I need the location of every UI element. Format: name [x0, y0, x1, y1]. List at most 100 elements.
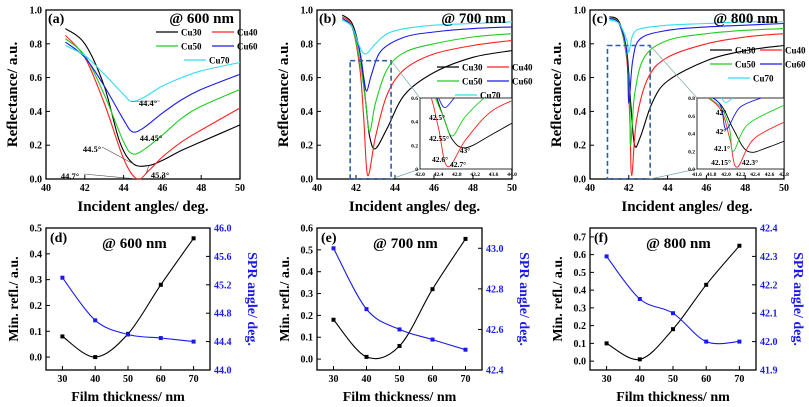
marker-spr-angle — [737, 339, 742, 344]
legend-label: Cu40 — [512, 63, 533, 73]
x-axis-label: Film thickness/ nm — [343, 390, 457, 405]
legend-label: Cu70 — [753, 74, 774, 84]
inset-x-tick-label: 43.6 — [489, 172, 499, 178]
y2-tick-label: 42.8 — [486, 284, 504, 295]
y-tick-label: 0.7 — [574, 232, 587, 243]
inset-x-tick-label: 43.2 — [470, 172, 480, 178]
inset-x-tick-label: 41.6 — [692, 172, 702, 178]
panel-title: @ 800 nm — [646, 236, 711, 252]
inset-y-tick-label: 0.6 — [688, 114, 695, 120]
marker-spr-angle — [158, 336, 163, 341]
legend-label: Cu60 — [785, 60, 806, 70]
y2-tick-label: 45.2 — [214, 280, 232, 291]
x-tick-label: 70 — [461, 374, 471, 385]
panel-label: (e) — [321, 231, 337, 246]
legend-label: Cu50 — [735, 60, 756, 70]
y2-tick-label: 42.1 — [760, 309, 778, 320]
panel-f: 30 40 50 60 70 0.0 0.1 0.2 0.3 0.4 0.5 0.6 0.7 41.9 42… — [551, 224, 805, 406]
x-tick-label: 70 — [734, 374, 744, 385]
y-tick-label: 0.0 — [30, 353, 43, 364]
y-tick-label: 0.2 — [30, 141, 43, 152]
y-tick-label: 0.0 — [301, 175, 314, 186]
x-tick-label: 50 — [395, 374, 405, 385]
y2-tick-label: 46.0 — [214, 224, 232, 235]
y-tick-label: 0.3 — [301, 289, 314, 300]
inset-x-tick-label: 42.4 — [750, 172, 760, 178]
marker-min-refl — [704, 282, 709, 287]
x-tick-label: 30 — [57, 374, 67, 385]
x-tick-label: 46 — [701, 183, 711, 194]
y-tick-label: 0.6 — [574, 73, 587, 84]
plot-frame — [45, 9, 241, 180]
marker-min-refl — [364, 354, 369, 359]
y-tick-label: 0.4 — [574, 286, 587, 297]
y-tick-label: 0.2 — [30, 301, 43, 312]
y-tick-label: 0.2 — [574, 321, 587, 332]
y2-axis-label: SPR angle/ deg. — [516, 252, 531, 346]
marker-spr-angle — [126, 332, 130, 337]
marker-spr-angle — [331, 246, 336, 251]
x-tick-label: 30 — [602, 374, 612, 385]
annotation-leader — [101, 146, 134, 165]
y-tick-label: 1.0 — [574, 6, 587, 17]
y-tick-label: 0.1 — [574, 339, 587, 350]
zoom-box — [349, 59, 392, 180]
inset-series-Cu50 — [434, 98, 486, 137]
inset-x-tick-label: 42.0 — [415, 172, 425, 178]
y2-tick-label: 42.4 — [760, 224, 778, 235]
series-spr-angle — [333, 248, 466, 351]
inset-frame — [419, 97, 513, 170]
annotation: 44.45° — [140, 133, 163, 143]
inset-annotation: 42.15° — [711, 158, 731, 167]
series-Cu30 — [65, 28, 241, 167]
marker-spr-angle — [397, 327, 402, 332]
series-Cu50 — [65, 38, 241, 155]
inset-x-tick-label: 41.8 — [707, 172, 717, 178]
y-tick-label: 0.4 — [574, 107, 587, 118]
series-Cu40 — [341, 16, 513, 177]
y-tick-label: 0.4 — [30, 107, 43, 118]
y-tick-label: 0.5 — [301, 245, 314, 256]
x-tick-label: 50 — [779, 183, 789, 194]
plot-frame — [589, 9, 785, 180]
panel-label: (f) — [594, 231, 608, 246]
marker-spr-angle — [704, 339, 709, 344]
y-tick-label: 0.6 — [301, 224, 314, 235]
y-tick-label: 0.1 — [30, 327, 43, 338]
x-tick-label: 42 — [80, 183, 90, 194]
y2-tick-label: 44.0 — [214, 366, 232, 377]
x-tick-label: 44 — [119, 183, 129, 194]
y2-axis-label: SPR angle/ deg. — [790, 252, 805, 346]
y-tick-label: 0.1 — [301, 333, 314, 344]
x-tick-label: 40 — [312, 183, 322, 194]
inset-series-Cu50 — [708, 98, 784, 152]
legend-label: Cu60 — [237, 42, 258, 52]
y2-axis-label: SPR angle/ deg. — [244, 252, 259, 346]
marker-min-refl — [191, 236, 196, 241]
inset-y-tick-label: 0 — [415, 167, 418, 173]
y-axis-label: Reflectance/ a.u. — [276, 42, 292, 148]
y-tick-label: 1.0 — [30, 6, 43, 17]
x-tick-label: 44 — [663, 183, 673, 194]
legend-label: Cu40 — [237, 28, 258, 38]
x-tick-label: 40 — [585, 183, 595, 194]
y2-tick-label: 45.6 — [214, 252, 232, 263]
annotation-leader — [83, 173, 138, 180]
y-tick-label: 0.3 — [574, 303, 587, 314]
panel-d: 30 40 50 60 70 0.0 0.1 0.2 0.3 0.4 0.5 44.0 44.4 44.8… — [7, 224, 259, 406]
x-axis-label: Film thickness/ nm — [616, 390, 730, 405]
inset-y-tick-label: 0.2 — [688, 149, 695, 155]
x-axis-label: Film thickness/ nm — [71, 390, 185, 405]
panel-label: (a) — [48, 12, 65, 27]
panel-c: 40 42 44 46 48 50 0.0 0.2 0.4 0.6 0.8 1.0 (c) @ 800 n… — [549, 6, 806, 216]
inset-x-tick-label: 42.0 — [721, 172, 731, 178]
panel-title: @ 600 nm — [169, 11, 234, 27]
panel-e: 30 40 50 60 70 0.0 0.1 0.2 0.3 0.4 0.5 0.6 42.4 42.6 4… — [278, 224, 531, 406]
x-tick-label: 48 — [740, 183, 750, 194]
x-axis-label: Incident angles/ deg. — [621, 199, 753, 215]
x-tick-label: 48 — [196, 183, 206, 194]
x-tick-label: 40 — [41, 183, 51, 194]
y-tick-label: 0.6 — [301, 73, 314, 84]
marker-min-refl — [637, 357, 642, 362]
inset-x-tick-label: 42.6 — [765, 172, 775, 178]
